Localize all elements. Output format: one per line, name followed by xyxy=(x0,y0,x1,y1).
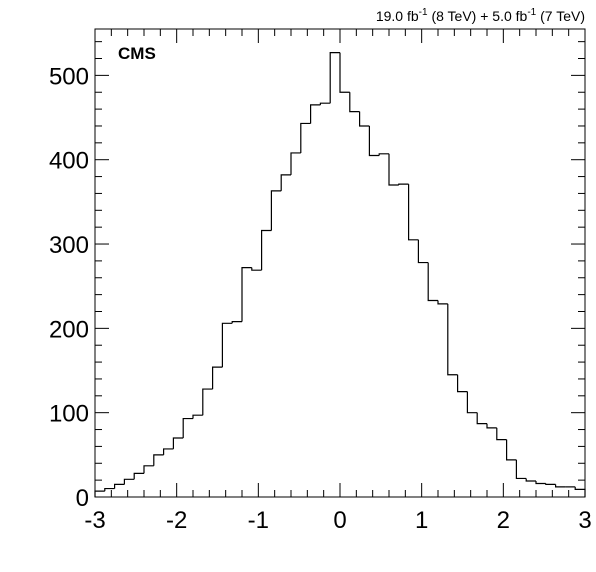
hist-bin xyxy=(280,174,291,191)
hist-bin xyxy=(535,480,546,485)
hist-bin xyxy=(496,427,507,441)
hist-bin xyxy=(310,104,321,124)
hist-bin xyxy=(457,374,468,393)
hist-bin xyxy=(408,184,419,241)
hist-bin xyxy=(545,483,556,485)
hist-bin xyxy=(437,300,448,305)
lumi-sup: -1 xyxy=(527,7,536,18)
y-tick-label: 200 xyxy=(49,316,89,343)
hist-bin xyxy=(466,391,478,414)
hist-bin xyxy=(525,478,536,482)
hist-bin xyxy=(261,229,272,271)
hist-bin xyxy=(182,417,193,438)
hist-bin xyxy=(251,267,262,271)
hist-bin xyxy=(202,388,213,416)
hist-bin xyxy=(506,439,517,461)
hist-bin xyxy=(231,321,242,324)
hist-bin xyxy=(515,459,527,480)
hist-bin xyxy=(290,152,301,175)
hist-bin xyxy=(153,454,164,466)
hist-bin xyxy=(163,448,174,455)
lumi-part: (7 TeV) xyxy=(536,8,585,24)
lumi-label: 19.0 fb-1 (8 TeV) + 5.0 fb-1 (7 TeV) xyxy=(376,7,585,24)
x-tick-label: 3 xyxy=(578,507,591,534)
y-tick-label: 400 xyxy=(49,148,89,175)
hist-bin xyxy=(349,92,360,113)
lumi-part: 19.0 fb xyxy=(376,8,419,24)
hist-bin xyxy=(417,239,429,264)
hist-bin xyxy=(329,52,340,104)
hist-bin xyxy=(378,153,389,156)
hist-bin xyxy=(221,322,233,368)
y-tick-label: 300 xyxy=(49,232,89,259)
y-tick-label: 100 xyxy=(49,401,89,428)
hist-bin xyxy=(270,190,282,231)
x-tick-label: 2 xyxy=(497,507,510,534)
x-tick-label: 1 xyxy=(415,507,428,534)
hist-bin xyxy=(104,487,115,492)
hist-bin xyxy=(574,486,586,497)
hist-bin xyxy=(241,267,252,322)
hist-bin xyxy=(114,483,125,489)
x-tick-label: 0 xyxy=(333,507,346,534)
lumi-part: (8 TeV) + 5.0 fb xyxy=(428,8,528,24)
hist-bin xyxy=(555,484,566,488)
cms-label: CMS xyxy=(118,44,156,63)
hist-bin xyxy=(368,125,380,157)
hist-bin xyxy=(359,111,370,127)
hist-bin xyxy=(123,478,135,485)
y-tick-label: 500 xyxy=(49,63,89,90)
hist-bin xyxy=(319,102,331,105)
lumi-sup: -1 xyxy=(419,7,428,18)
hist-bin xyxy=(192,414,203,419)
hist-bin xyxy=(427,262,438,302)
hist-bin xyxy=(212,366,223,390)
hist-bin xyxy=(143,465,154,474)
hist-bin xyxy=(486,423,497,429)
hist-bin xyxy=(398,183,409,185)
hist-bin xyxy=(94,490,105,497)
plot-frame xyxy=(94,28,586,498)
hist-bin xyxy=(339,52,350,93)
hist-bin xyxy=(172,437,184,449)
x-tick-label: -2 xyxy=(166,507,187,534)
x-tick-label: -3 xyxy=(84,507,105,534)
y-tick-label: 0 xyxy=(76,485,89,512)
hist-bin xyxy=(476,412,487,425)
hist-bin xyxy=(388,153,399,186)
hist-bin xyxy=(133,472,144,480)
x-tick-label: -1 xyxy=(248,507,269,534)
hist-bin xyxy=(447,303,458,376)
hist-bin xyxy=(300,122,311,153)
